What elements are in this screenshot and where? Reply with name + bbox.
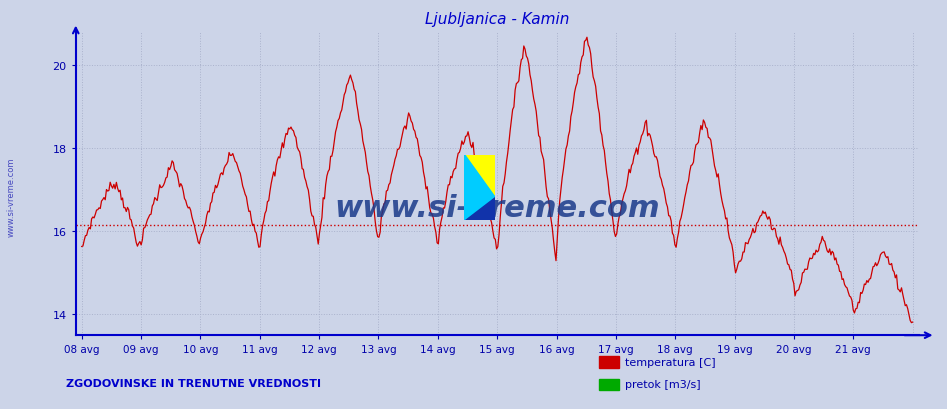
Text: ZGODOVINSKE IN TRENUTNE VREDNOSTI: ZGODOVINSKE IN TRENUTNE VREDNOSTI <box>66 378 321 389</box>
Polygon shape <box>465 155 495 198</box>
Text: pretok [m3/s]: pretok [m3/s] <box>625 380 701 389</box>
Polygon shape <box>465 155 495 221</box>
Text: temperatura [C]: temperatura [C] <box>625 357 716 367</box>
Text: www.si-vreme.com: www.si-vreme.com <box>334 194 660 223</box>
Polygon shape <box>465 198 495 221</box>
Text: www.si-vreme.com: www.si-vreme.com <box>7 157 16 236</box>
Title: Ljubljanica - Kamin: Ljubljanica - Kamin <box>425 12 569 27</box>
